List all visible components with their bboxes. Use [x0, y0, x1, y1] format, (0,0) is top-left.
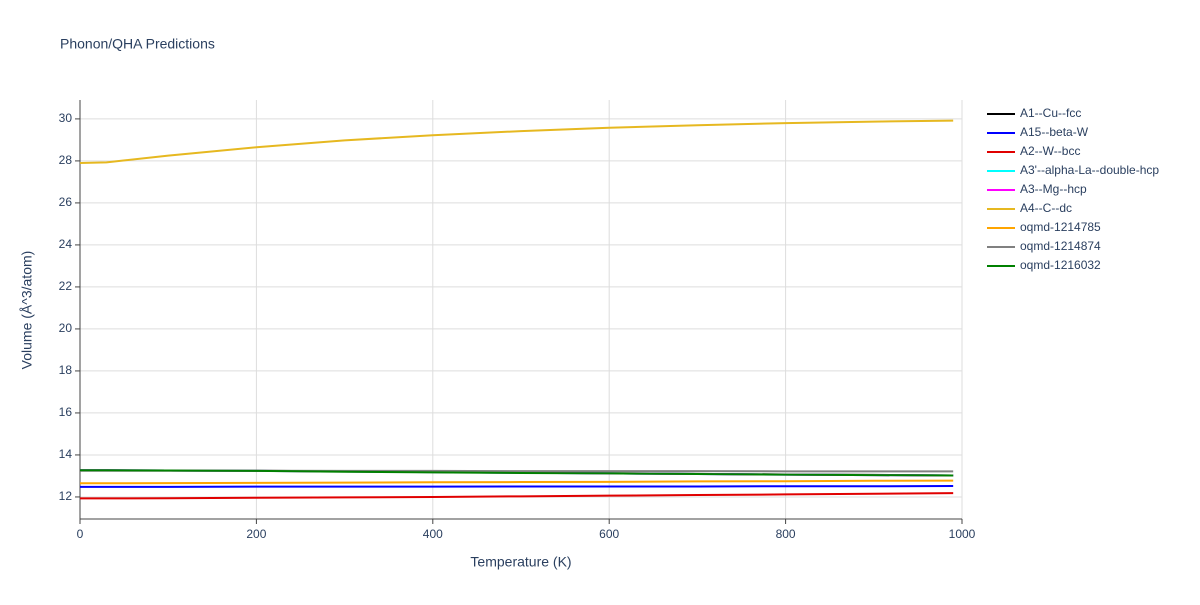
x-tick-label: 200	[246, 527, 266, 541]
y-tick-label: 22	[59, 279, 73, 293]
chart-title: Phonon/QHA Predictions	[60, 36, 215, 52]
series-line	[79, 119, 954, 165]
y-tick-label: 14	[59, 447, 73, 461]
y-tick-label: 28	[59, 153, 73, 167]
legend-label[interactable]: oqmd-1214874	[1020, 239, 1101, 253]
legend-label[interactable]: A1--Cu--fcc	[1020, 106, 1081, 120]
y-tick-label: 26	[59, 195, 73, 209]
series-line	[80, 479, 954, 485]
x-tick-label: 600	[599, 527, 619, 541]
x-tick-label: 0	[77, 527, 84, 541]
legend-label[interactable]: A3--Mg--hcp	[1020, 182, 1087, 196]
legend-label[interactable]: A4--C--dc	[1020, 201, 1072, 215]
x-tick-label: 1000	[949, 527, 976, 541]
legend-label[interactable]: oqmd-1216032	[1020, 258, 1101, 272]
series-line	[80, 485, 954, 488]
series-line	[80, 469, 954, 477]
y-axis-title: Volume (Å^3/atom)	[19, 251, 35, 370]
y-tick-label: 18	[59, 363, 73, 377]
legend-label[interactable]: A3'--alpha-La--double-hcp	[1020, 163, 1159, 177]
y-tick-label: 24	[59, 237, 73, 251]
x-axis-title: Temperature (K)	[470, 554, 571, 570]
legend-label[interactable]: oqmd-1214785	[1020, 220, 1101, 234]
y-tick-label: 12	[59, 489, 73, 503]
x-tick-label: 400	[423, 527, 443, 541]
y-tick-label: 30	[59, 111, 73, 125]
x-tick-label: 800	[776, 527, 796, 541]
y-tick-label: 16	[59, 405, 73, 419]
y-tick-label: 20	[59, 321, 73, 335]
legend-label[interactable]: A2--W--bcc	[1020, 144, 1080, 158]
series-line	[80, 492, 954, 500]
legend-label[interactable]: A15--beta-W	[1020, 125, 1089, 139]
